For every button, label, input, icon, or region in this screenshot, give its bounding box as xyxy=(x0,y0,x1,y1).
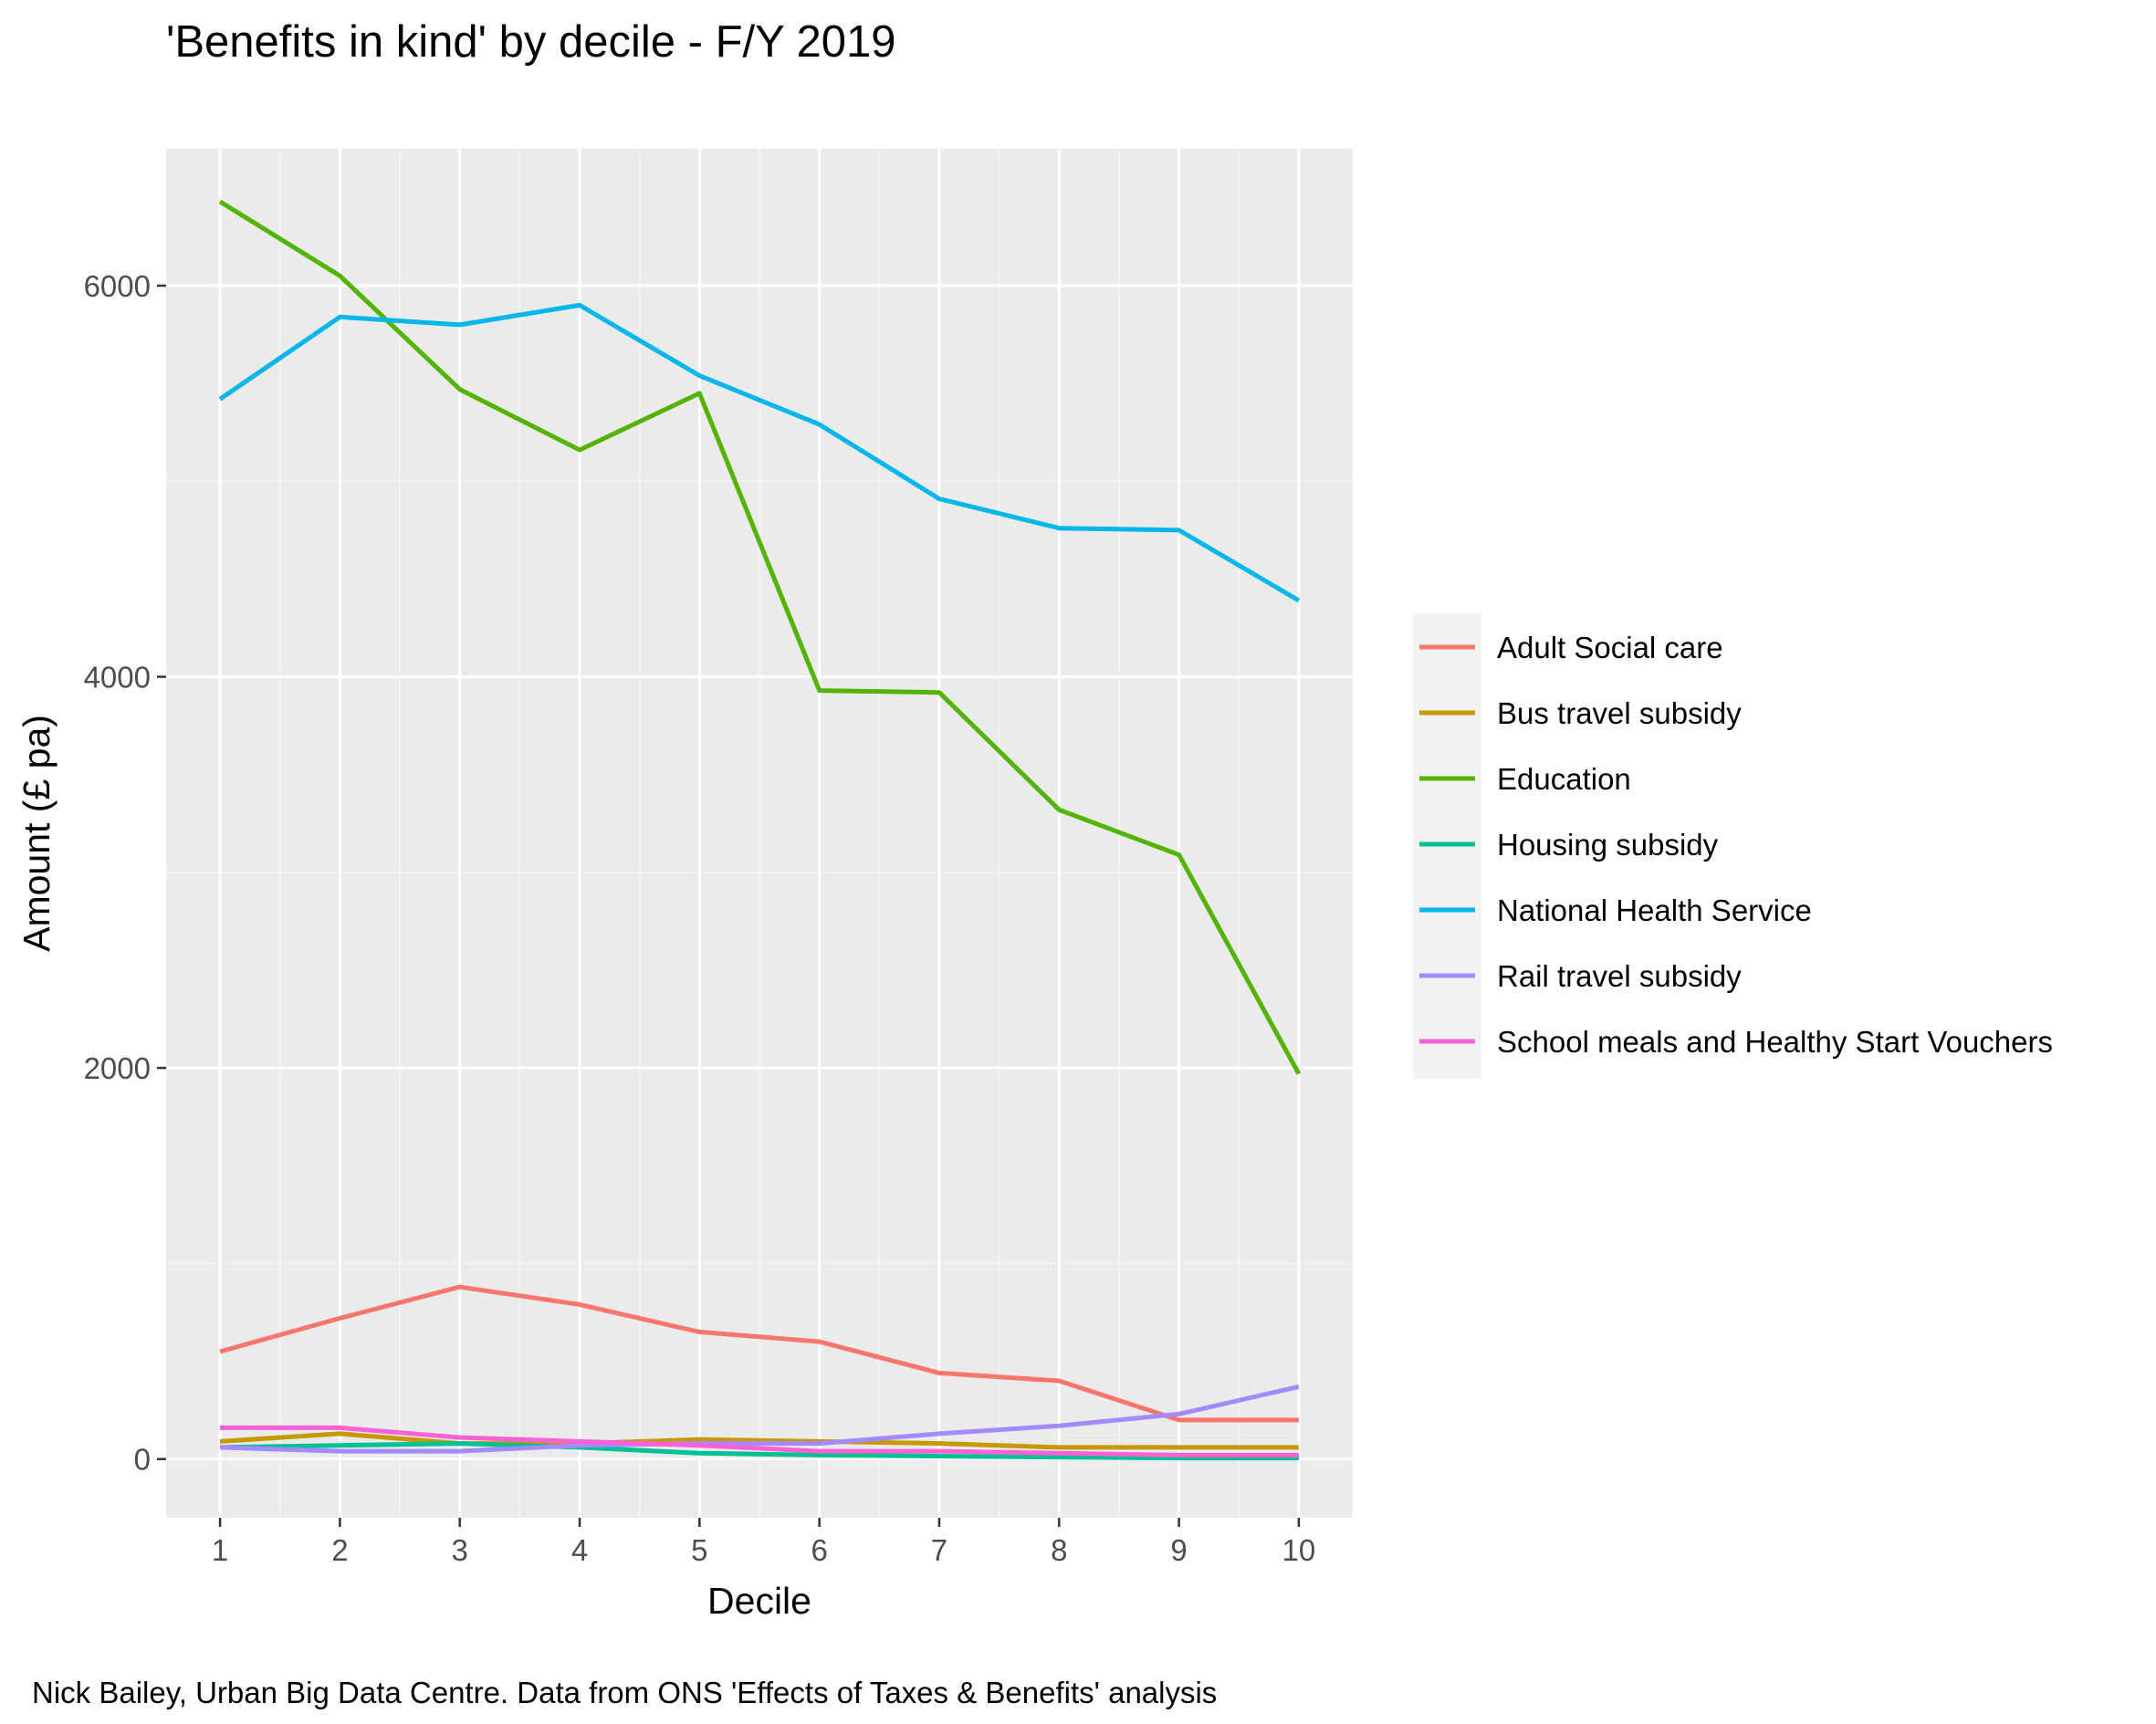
y-axis-title: Amount (£ pa) xyxy=(16,715,58,952)
major-gridlines xyxy=(166,149,1353,1518)
legend-label-housing-subsidy: Housing subsidy xyxy=(1497,828,1719,862)
x-tick-label: 3 xyxy=(452,1533,468,1567)
x-tick-label: 5 xyxy=(691,1533,707,1567)
series-line-adult-social-care xyxy=(219,1284,1299,1423)
legend-label-national-health-service: National Health Service xyxy=(1497,893,1812,927)
series-line-housing-subsidy xyxy=(220,1441,1299,1461)
x-tick-label: 2 xyxy=(331,1533,348,1567)
y-axis: 0 2000 4000 6000 xyxy=(84,269,166,1477)
minor-gridlines xyxy=(166,149,1353,1518)
x-tick-label: 7 xyxy=(931,1533,947,1567)
legend: Adult Social care Bus travel subsidy Educa… xyxy=(1413,613,2053,1079)
y-tick-label: 4000 xyxy=(84,661,151,695)
x-tick-label: 8 xyxy=(1051,1533,1067,1567)
y-tick-label: 0 xyxy=(134,1443,151,1477)
legend-label-rail-travel-subsidy: Rail travel subsidy xyxy=(1497,959,1742,993)
series-line-rail-travel-subsidy xyxy=(220,1384,1300,1454)
chart-title: 'Benefits in kind' by decile - F/Y 2019 xyxy=(166,17,896,67)
legend-label-education: Education xyxy=(1497,762,1631,796)
series-line-education xyxy=(218,199,1302,1075)
legend-label-bus-travel-subsidy: Bus travel subsidy xyxy=(1497,696,1742,730)
x-tick-label: 4 xyxy=(571,1533,588,1567)
chart-caption: Nick Bailey, Urban Big Data Centre. Data… xyxy=(32,1676,1217,1709)
series-line-school-meals-and-healthy-start-vouchers xyxy=(220,1425,1299,1458)
legend-label-school-meals-and-healthy-start-vouchers: School meals and Healthy Start Vouchers xyxy=(1497,1025,2053,1059)
series-line-national-health-service xyxy=(218,302,1301,603)
x-axis: 1 2 3 4 5 6 7 8 9 10 xyxy=(212,1518,1315,1567)
series-lines xyxy=(218,199,1302,1461)
x-axis-title: Decile xyxy=(707,1580,811,1622)
legend-label-adult-social-care: Adult Social care xyxy=(1497,631,1723,664)
series-line-bus-travel-subsidy xyxy=(219,1431,1299,1450)
plot-area xyxy=(166,149,1353,1518)
x-tick-label: 1 xyxy=(212,1533,228,1567)
y-tick-label: 2000 xyxy=(84,1051,151,1085)
x-tick-label: 6 xyxy=(811,1533,827,1567)
y-tick-label: 6000 xyxy=(84,269,151,303)
x-tick-label: 10 xyxy=(1282,1533,1316,1567)
x-tick-label: 9 xyxy=(1170,1533,1187,1567)
